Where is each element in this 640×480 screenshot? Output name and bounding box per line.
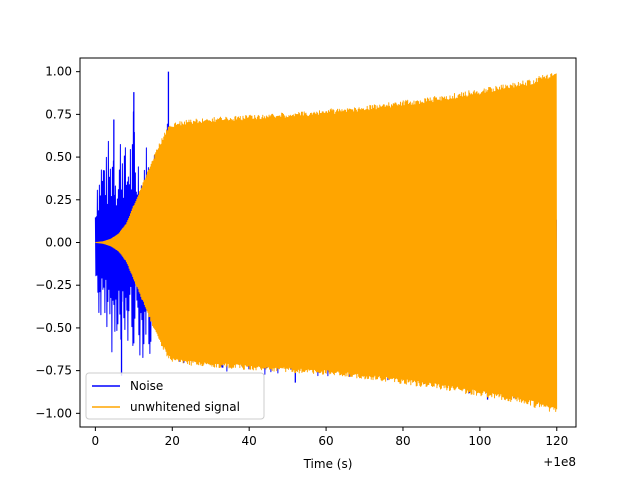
x-axis-label: Time (s) — [303, 457, 353, 471]
x-tick-label: 60 — [318, 434, 333, 448]
x-axis-offset-label: +1e8 — [543, 455, 576, 469]
series-line-unwhitened-signal — [95, 73, 558, 413]
y-tick-label: 0.75 — [45, 107, 72, 121]
y-tick-label: −0.75 — [35, 364, 72, 378]
legend-entry-label: unwhitened signal — [130, 400, 240, 414]
y-tick-label: −1.00 — [35, 406, 72, 420]
x-tick-label: 40 — [242, 434, 257, 448]
y-tick-label: −0.50 — [35, 321, 72, 335]
x-tick-label: 120 — [545, 434, 568, 448]
x-tick-label: 100 — [468, 434, 491, 448]
y-tick-label: 0.50 — [45, 150, 72, 164]
y-tick-label: 0.25 — [45, 193, 72, 207]
x-tick-label: 0 — [92, 434, 100, 448]
x-tick-label: 20 — [165, 434, 180, 448]
x-tick-label: 80 — [395, 434, 410, 448]
legend: Noise unwhitened signal — [85, 372, 265, 420]
legend-box — [85, 372, 265, 420]
axis-ticks: 0 20 40 60 80 100 120 1.00 0.75 0.50 0.25 0.00 −0.25… — [35, 65, 568, 448]
y-tick-label: −0.25 — [35, 278, 72, 292]
y-tick-label: 0.00 — [45, 236, 72, 250]
plot-area — [94, 71, 558, 413]
legend-entry-label: Noise — [130, 379, 163, 393]
y-tick-label: 1.00 — [45, 65, 72, 79]
